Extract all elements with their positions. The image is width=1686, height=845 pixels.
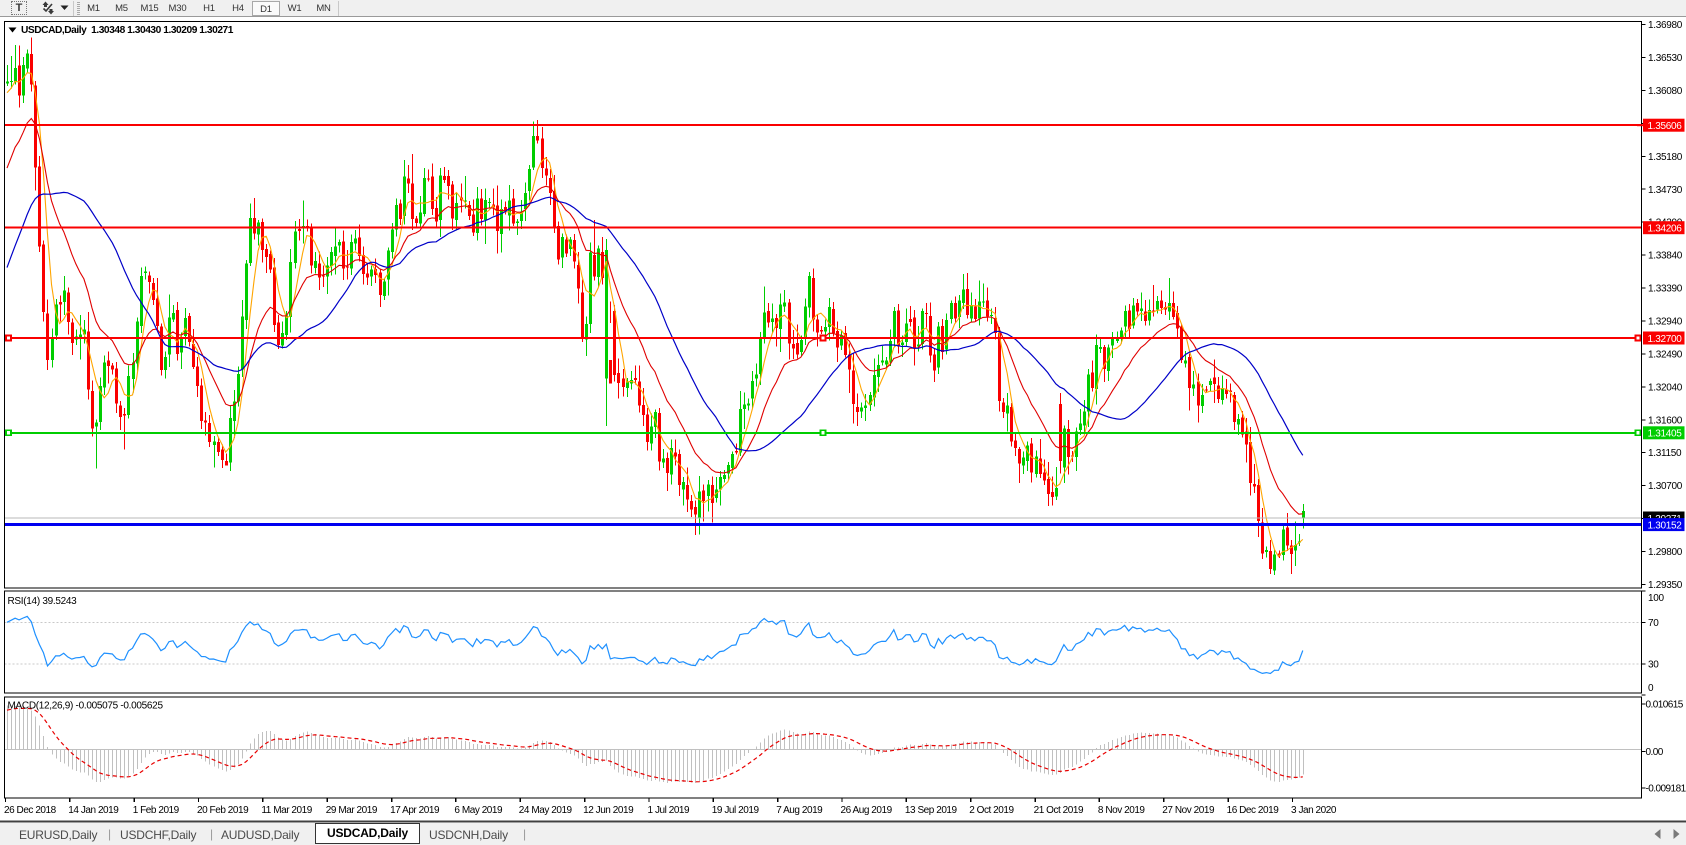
svg-text:16 Dec 2019: 16 Dec 2019	[1227, 805, 1280, 816]
svg-text:1.30152: 1.30152	[1648, 520, 1683, 531]
svg-text:24 May 2019: 24 May 2019	[519, 805, 573, 816]
svg-text:1.35180: 1.35180	[1648, 152, 1683, 163]
svg-text:11 Mar 2019: 11 Mar 2019	[261, 805, 312, 816]
svg-text:RSI(14) 39.5243: RSI(14) 39.5243	[8, 596, 78, 607]
svg-text:12 Jun 2019: 12 Jun 2019	[583, 805, 634, 816]
svg-text:0: 0	[1648, 683, 1654, 694]
svg-text:20 Feb 2019: 20 Feb 2019	[197, 805, 249, 816]
svg-text:21 Oct 2019: 21 Oct 2019	[1034, 805, 1084, 816]
svg-text:6 May 2019: 6 May 2019	[454, 805, 503, 816]
svg-text:1.35606: 1.35606	[1648, 121, 1683, 132]
svg-text:26 Dec 2018: 26 Dec 2018	[4, 805, 57, 816]
svg-text:100: 100	[1648, 593, 1665, 604]
svg-text:1.33390: 1.33390	[1648, 284, 1683, 295]
svg-text:0.010615: 0.010615	[1646, 699, 1684, 710]
svg-text:29 Mar 2019: 29 Mar 2019	[326, 805, 378, 816]
svg-text:3 Jan 2020: 3 Jan 2020	[1291, 805, 1337, 816]
svg-text:USDCAD,Daily 1.30348 1.30430: USDCAD,Daily 1.30348 1.30430 1.30209 1.3…	[21, 25, 234, 36]
svg-text:1.33840: 1.33840	[1648, 251, 1683, 262]
svg-text:1.36980: 1.36980	[1648, 20, 1683, 31]
svg-text:14 Jan 2019: 14 Jan 2019	[68, 805, 119, 816]
svg-text:1.31600: 1.31600	[1648, 415, 1683, 426]
svg-text:1.31150: 1.31150	[1648, 448, 1682, 459]
svg-text:70: 70	[1648, 618, 1659, 629]
svg-text:MACD(12,26,9) -0.005075 -0.005: MACD(12,26,9) -0.005075 -0.005625	[8, 701, 164, 712]
svg-text:1.29350: 1.29350	[1648, 580, 1683, 591]
svg-text:1.36080: 1.36080	[1648, 86, 1683, 97]
svg-text:2 Oct 2019: 2 Oct 2019	[969, 805, 1014, 816]
svg-text:1.31405: 1.31405	[1648, 429, 1683, 440]
svg-text:1 Feb 2019: 1 Feb 2019	[133, 805, 180, 816]
svg-text:1.34206: 1.34206	[1648, 224, 1683, 235]
svg-text:1.32940: 1.32940	[1648, 317, 1683, 328]
svg-text:-0.009181: -0.009181	[1646, 783, 1686, 794]
svg-text:19 Jul 2019: 19 Jul 2019	[712, 805, 760, 816]
svg-text:1 Jul 2019: 1 Jul 2019	[648, 805, 691, 816]
svg-text:1.30700: 1.30700	[1648, 481, 1683, 492]
svg-text:1.34730: 1.34730	[1648, 185, 1683, 196]
svg-text:30: 30	[1648, 660, 1659, 671]
svg-text:0.00: 0.00	[1646, 747, 1664, 758]
svg-text:1.32040: 1.32040	[1648, 382, 1683, 393]
svg-text:8 Nov 2019: 8 Nov 2019	[1098, 805, 1146, 816]
svg-text:26 Aug 2019: 26 Aug 2019	[841, 805, 893, 816]
svg-text:27 Nov 2019: 27 Nov 2019	[1162, 805, 1215, 816]
svg-text:13 Sep 2019: 13 Sep 2019	[905, 805, 958, 816]
svg-text:1.36530: 1.36530	[1648, 53, 1683, 64]
svg-text:1.29800: 1.29800	[1648, 547, 1683, 558]
svg-text:17 Apr 2019: 17 Apr 2019	[390, 805, 440, 816]
svg-text:1.32700: 1.32700	[1648, 334, 1683, 345]
svg-text:1.32490: 1.32490	[1648, 349, 1683, 360]
svg-text:7 Aug 2019: 7 Aug 2019	[776, 805, 823, 816]
